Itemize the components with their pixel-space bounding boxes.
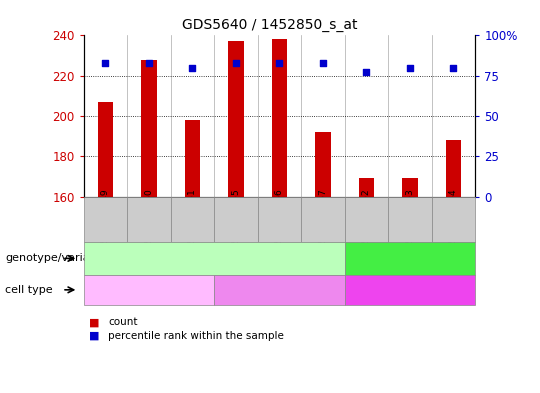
Text: GSM1359553: GSM1359553 <box>406 189 415 250</box>
Bar <box>446 140 461 196</box>
Point <box>449 64 458 71</box>
Bar <box>359 178 374 196</box>
Text: GSM1359549: GSM1359549 <box>101 189 110 250</box>
Point <box>145 60 153 66</box>
Point <box>232 60 240 66</box>
Text: leukemic B-cell: leukemic B-cell <box>370 285 450 295</box>
Text: wild type: wild type <box>191 253 238 263</box>
Point <box>101 60 110 66</box>
Text: GSM1359551: GSM1359551 <box>188 189 197 250</box>
Text: GSM1359550: GSM1359550 <box>145 189 153 250</box>
Point <box>319 60 327 66</box>
Text: GSM1359552: GSM1359552 <box>362 189 371 250</box>
Bar <box>141 59 157 196</box>
Bar <box>402 178 417 196</box>
Text: count: count <box>108 317 138 327</box>
Bar <box>315 132 330 196</box>
Text: genotype/variation: genotype/variation <box>5 253 111 263</box>
Text: ■: ■ <box>89 331 99 341</box>
Text: ■: ■ <box>89 317 99 327</box>
Bar <box>228 41 244 196</box>
Text: p53/Prkdc
double-knockout: p53/Prkdc double-knockout <box>366 248 454 269</box>
Point <box>188 64 197 71</box>
Text: GSM1359554: GSM1359554 <box>449 189 458 250</box>
Text: GDS5640 / 1452850_s_at: GDS5640 / 1452850_s_at <box>183 18 357 32</box>
Text: cell type: cell type <box>5 285 53 295</box>
Bar <box>98 102 113 196</box>
Point <box>275 60 284 66</box>
Bar <box>272 39 287 197</box>
Bar <box>185 120 200 196</box>
Text: GSM1359557: GSM1359557 <box>319 189 327 250</box>
Text: GSM1359556: GSM1359556 <box>275 189 284 250</box>
Point <box>362 69 371 75</box>
Text: pro-B cell: pro-B cell <box>255 285 304 295</box>
Text: percentile rank within the sample: percentile rank within the sample <box>108 331 284 341</box>
Text: pre-B cell: pre-B cell <box>124 285 173 295</box>
Point <box>406 64 414 71</box>
Text: GSM1359555: GSM1359555 <box>232 189 240 250</box>
